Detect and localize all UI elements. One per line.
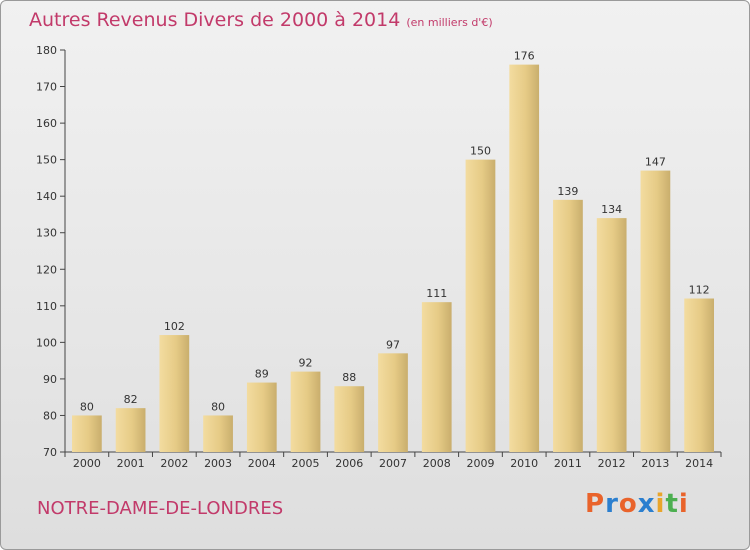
bar (684, 298, 715, 452)
chart-subtitle: (en milliers d'€) (406, 16, 493, 29)
x-tick-label: 2002 (160, 457, 188, 470)
y-tick-label: 80 (43, 409, 57, 422)
data-label: 89 (255, 368, 269, 381)
x-tick-label: 2005 (292, 457, 320, 470)
x-tick-label: 2013 (641, 457, 669, 470)
data-label: 134 (601, 203, 622, 216)
data-labels: 80 82 102 80 89 92 88 97 111 150 176 139 134 147 112 (80, 50, 710, 414)
bar (509, 64, 540, 453)
y-tick-label: 140 (36, 190, 57, 203)
data-label: 92 (299, 357, 313, 370)
bar (71, 415, 102, 452)
data-label: 147 (645, 156, 666, 169)
bar (640, 170, 671, 452)
logo-letter: i (678, 489, 689, 519)
data-label: 88 (342, 371, 356, 384)
bar (553, 199, 583, 452)
data-label: 150 (470, 145, 491, 158)
x-tick-label: 2003 (204, 457, 232, 470)
logo-letter: P (585, 489, 606, 519)
data-label: 102 (164, 320, 185, 333)
x-tick-label: 2006 (335, 457, 363, 470)
y-tick-label: 70 (43, 446, 57, 459)
x-tick-label: 2008 (423, 457, 451, 470)
bar (290, 371, 321, 452)
chart-title: Autres Revenus Divers de 2000 à 2014 (en … (29, 9, 493, 31)
data-label: 112 (689, 284, 710, 297)
proxiti-logo: Proxiti (585, 489, 689, 519)
data-label: 139 (557, 185, 578, 198)
data-label: 80 (80, 400, 94, 413)
logo-letter: x (637, 489, 656, 519)
bar (596, 218, 627, 452)
logo-letter: o (618, 489, 638, 519)
data-label: 80 (211, 400, 225, 413)
bar (465, 159, 496, 453)
logo-letter: r (605, 489, 619, 519)
x-tick-label: 2010 (510, 457, 538, 470)
y-tick-label: 150 (36, 154, 57, 167)
y-tick-label: 130 (36, 227, 57, 240)
x-tick-label: 2004 (248, 457, 276, 470)
bar (246, 382, 277, 452)
commune-name: NOTRE-DAME-DE-LONDRES (37, 498, 284, 519)
y-tick-label: 120 (36, 263, 57, 276)
data-label: 176 (514, 50, 535, 63)
y-tick-label: 160 (36, 117, 57, 130)
data-label: 97 (386, 338, 400, 351)
x-tick-label: 2000 (73, 457, 101, 470)
x-tick-label: 2012 (598, 457, 626, 470)
y-tick-label: 180 (36, 44, 57, 57)
data-label: 111 (426, 287, 447, 300)
bars (71, 64, 715, 453)
bar (334, 386, 365, 452)
y-tick-label: 170 (36, 81, 57, 94)
bar (421, 302, 452, 452)
chart-title-text: Autres Revenus Divers de 2000 à 2014 (29, 9, 401, 31)
x-tick-label: 2014 (685, 457, 713, 470)
x-tick-label: 2011 (554, 457, 582, 470)
logo-letter: i (655, 489, 666, 519)
x-tick-label: 2009 (466, 457, 494, 470)
bar (115, 408, 146, 452)
data-label: 82 (124, 393, 138, 406)
y-tick-label: 100 (36, 336, 57, 349)
x-tick-label: 2007 (379, 457, 407, 470)
bar (159, 335, 190, 452)
bar (203, 415, 233, 452)
x-tick-label: 2001 (117, 457, 145, 470)
logo-letter: t (665, 489, 679, 519)
bar (378, 353, 408, 452)
y-tick-label: 90 (43, 373, 57, 386)
y-tick-label: 110 (36, 300, 57, 313)
